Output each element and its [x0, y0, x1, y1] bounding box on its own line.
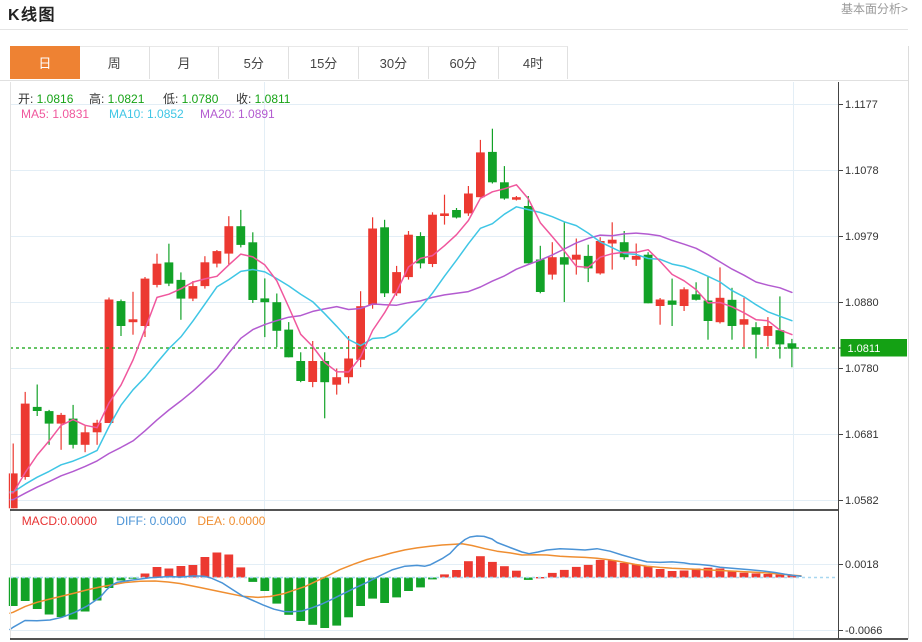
svg-text:-0.0066: -0.0066: [845, 625, 882, 637]
svg-text:1.0880: 1.0880: [845, 297, 879, 309]
svg-text:1.0780: 1.0780: [845, 363, 879, 375]
svg-text:1.0811: 1.0811: [848, 343, 881, 355]
svg-text:1.1177: 1.1177: [845, 99, 878, 111]
svg-text:1.0582: 1.0582: [845, 495, 879, 507]
svg-text:0.0018: 0.0018: [845, 559, 879, 571]
svg-text:1.0979: 1.0979: [845, 231, 879, 243]
svg-text:1.1078: 1.1078: [845, 165, 879, 177]
svg-text:1.0681: 1.0681: [845, 429, 879, 441]
